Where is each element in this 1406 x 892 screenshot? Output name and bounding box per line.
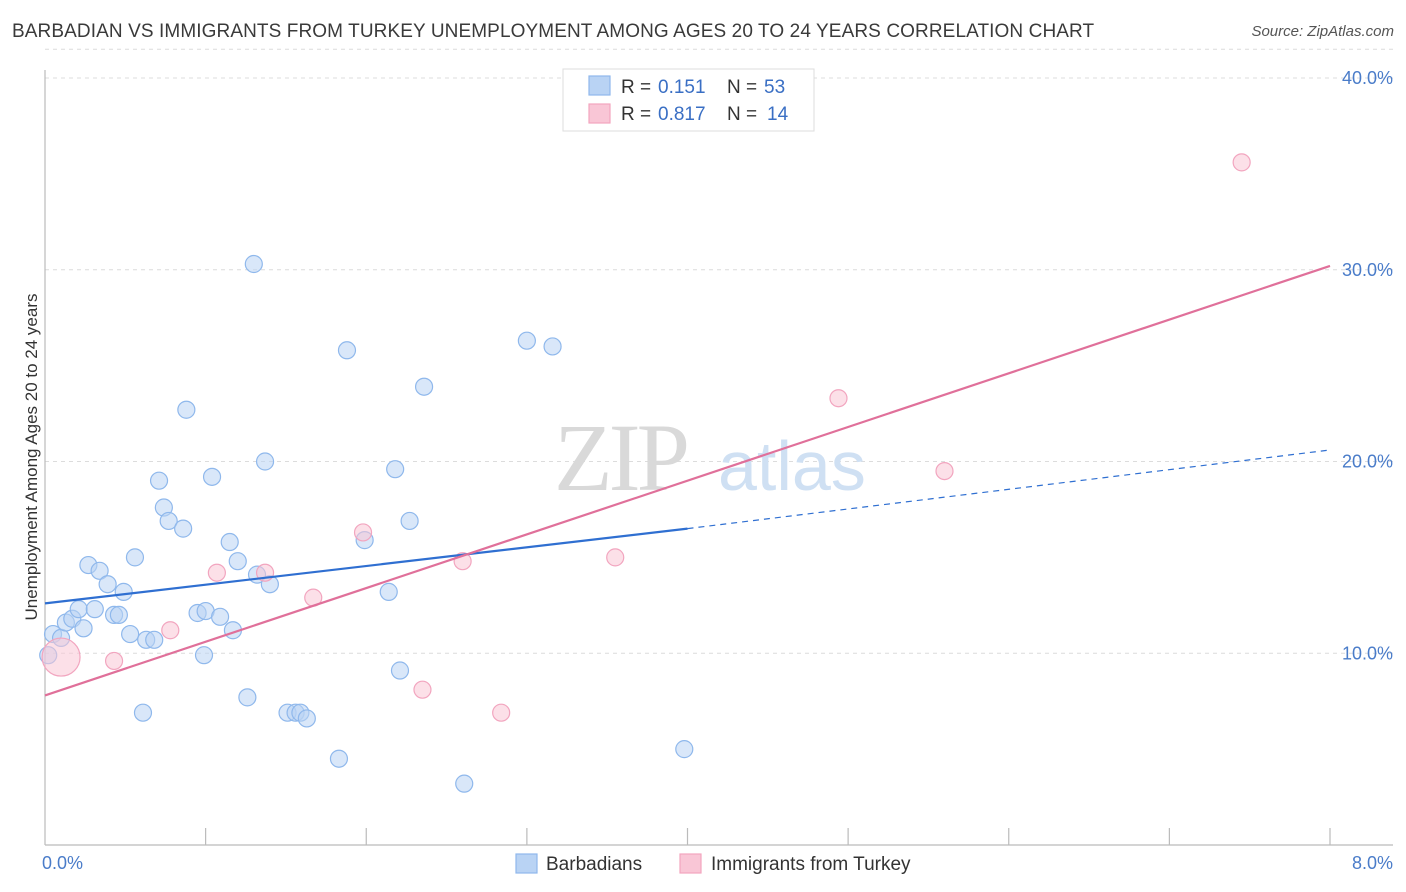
barbadians-point-31 [228,552,247,571]
bottom-legend-swatch-turkey [679,853,702,874]
watermark-zip: ZIP [554,404,687,511]
barbadians-point-19 [149,471,169,490]
barbadians-point-10 [98,575,117,594]
y-tick-label-10: 10.0% [1342,643,1393,663]
x-tick-label-max: 8.0% [1352,853,1393,873]
turkey-point-12 [935,461,954,481]
barbadians-point-12 [109,605,128,625]
y-axis-label: Unemployment Among Ages 20 to 24 years [22,294,41,621]
barbadians-point-6 [74,619,93,638]
trend-layer [44,264,1331,697]
y-tick-label-30: 30.0% [1342,260,1393,280]
barbadians-point-49 [455,774,474,793]
legend-swatch-barbadians [588,75,611,96]
trend-line-turkey [44,264,1331,697]
legend-n-label-barbadians: N = [727,77,757,98]
top-legend: R = 0.151 N = 53 R = 0.817 N = 14 [562,68,815,132]
barbadians-point-50 [517,331,536,350]
turkey-point-3 [207,563,226,582]
barbadians-point-47 [400,511,419,531]
turkey-point-13 [1232,153,1251,172]
x-ticks [205,828,1331,845]
barbadians-point-45 [386,460,405,479]
turkey-point-6 [353,523,373,542]
y-tick-labels: 10.0% 20.0% 30.0% 40.0% [1342,68,1393,663]
trend-line-barbadians-extension [687,449,1331,530]
legend-n-label-turkey: N = [727,104,757,125]
legend-r-value-barbadians: 0.151 [658,77,706,98]
barbadians-point-28 [210,607,230,626]
turkey-point-1 [104,651,124,671]
barbadians-point-42 [337,341,357,360]
barbadians-point-8 [85,600,104,619]
legend-swatch-turkey [588,103,611,124]
turkey-point-0 [41,637,81,677]
grid-layer [45,48,1393,654]
barbadians-point-9 [90,561,109,580]
barbadians-point-5 [69,600,88,619]
trend-line-barbadians [44,527,688,605]
bottom-legend-label-barbadians: Barbadians [546,854,642,875]
legend-n-value-barbadians: 53 [764,77,785,98]
barbadians-point-52 [675,740,694,759]
barbadians-point-15 [125,548,145,567]
legend-r-label-barbadians: R = [621,77,651,98]
source-credit: Source: ZipAtlas.com [1251,23,1394,40]
barbadians-point-21 [159,511,178,531]
barbadians-point-29 [220,532,239,552]
bottom-legend-label-turkey: Immigrants from Turkey [711,854,911,875]
barbadians-point-32 [238,688,257,707]
turkey-point-9 [492,703,511,722]
turkey-point-7 [413,680,432,699]
barbadians-point-48 [414,377,434,396]
barbadians-point-51 [543,337,562,356]
turkey-point-11 [829,389,848,408]
barbadians-point-27 [202,467,222,486]
barbadians-point-22 [174,519,193,538]
barbadians-point-44 [379,582,398,601]
watermark-atlas: atlas [718,427,866,505]
barbadians-point-23 [177,400,196,419]
barbadians-point-14 [121,624,140,644]
legend-n-value-turkey: 14 [767,104,789,125]
barbadians-point-35 [255,452,275,471]
barbadians-point-16 [133,703,153,722]
bottom-legend-swatch-barbadians [515,853,538,874]
bottom-legend: Barbadians Immigrants from Turkey [515,853,911,875]
x-tick-label-min: 0.0% [42,853,83,873]
y-tick-label-20: 20.0% [1342,452,1393,472]
barbadians-point-46 [390,661,410,680]
turkey-point-2 [161,621,180,640]
legend-r-value-turkey: 0.817 [658,104,706,125]
barbadians-point-40 [297,709,316,728]
turkey-point-10 [606,548,625,567]
barbadians-point-18 [145,630,164,649]
barbadians-point-41 [329,749,349,768]
points-layer [39,153,1251,793]
barbadians-point-33 [244,254,263,274]
barbadians-point-13 [114,582,133,601]
chart-title: BARBADIAN VS IMMIGRANTS FROM TURKEY UNEM… [12,21,1095,42]
y-tick-label-40: 40.0% [1342,68,1393,88]
barbadians-point-25 [194,646,214,665]
legend-r-label-turkey: R = [621,104,651,125]
